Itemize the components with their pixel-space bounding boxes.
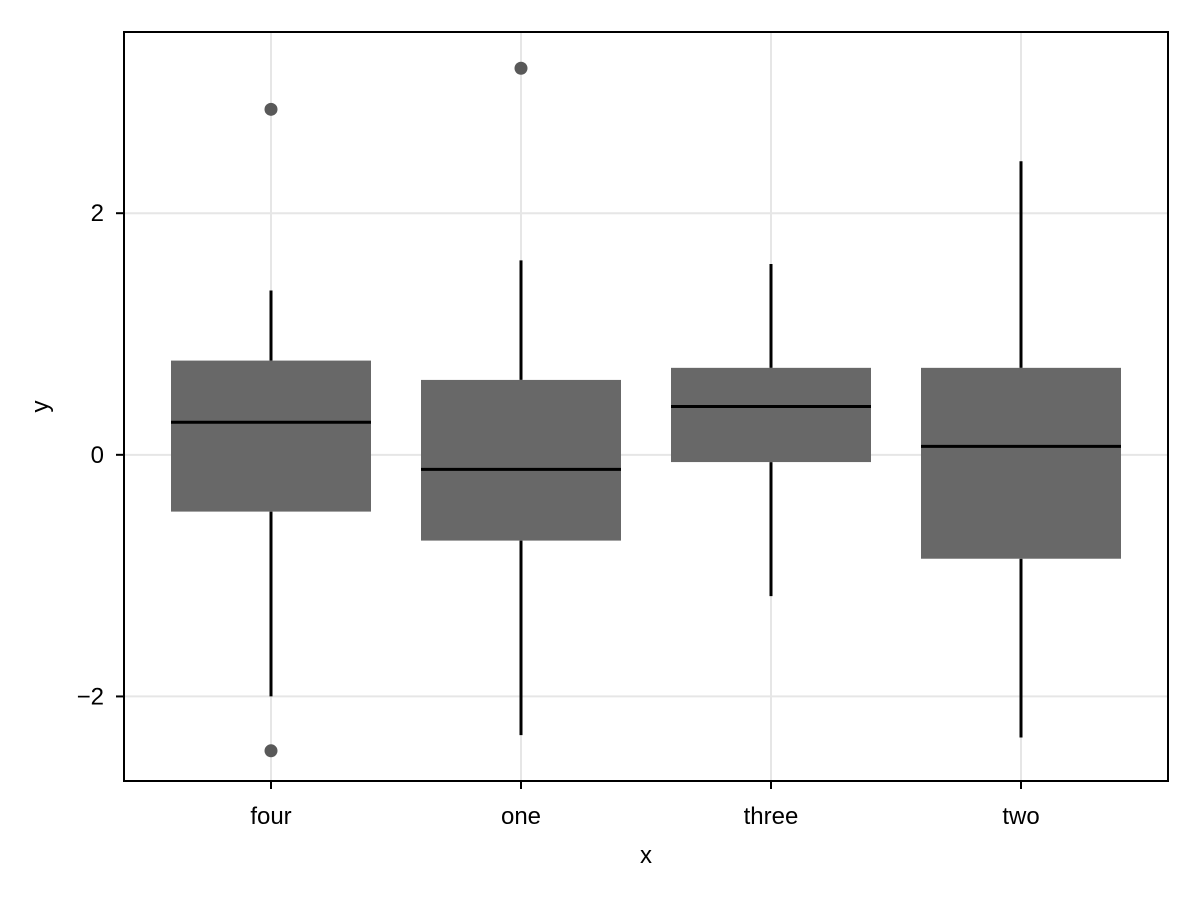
x-axis-ticks: four one three two (250, 781, 1040, 830)
y-tick-label: 2 (91, 200, 104, 227)
box-one (421, 379, 621, 541)
box-four (171, 360, 371, 512)
outlier-point (264, 102, 278, 116)
box-plot-marks (171, 61, 1121, 758)
y-tick-label: −2 (77, 683, 104, 710)
box-two (921, 367, 1121, 559)
y-tick-label: 0 (91, 442, 104, 469)
x-tick-label: one (501, 803, 541, 830)
outlier-point (514, 61, 528, 75)
outlier-point (264, 744, 278, 758)
y-axis-label: y (27, 401, 54, 413)
plot-frame (123, 31, 1169, 782)
x-tick-label: four (250, 803, 291, 830)
x-axis-label: x (640, 842, 652, 869)
x-tick-label: two (1002, 803, 1039, 830)
box-three (671, 367, 871, 463)
x-tick-label: three (744, 803, 799, 830)
y-axis-ticks: −2 0 2 (77, 200, 124, 710)
